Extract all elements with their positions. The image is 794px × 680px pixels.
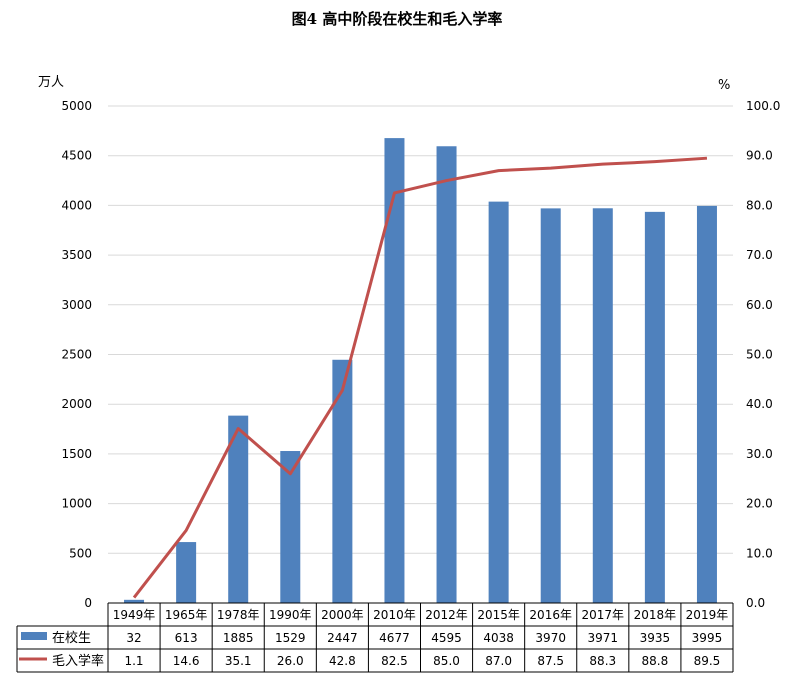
line-value-label: 87.5 [537,654,564,668]
x-tick-label: 1949年 [113,608,156,622]
y2-tick-label: 80.0 [746,198,773,212]
line-value-label: 26.0 [277,654,304,668]
x-tick-label: 2000年 [321,608,364,622]
x-tick-label: 1965年 [165,608,208,622]
bar [436,146,457,603]
bar-value-label: 3970 [535,631,566,645]
y-tick-label: 2500 [61,348,92,362]
x-tick-label: 1990年 [269,608,312,622]
bar-value-label: 613 [175,631,198,645]
x-tick-label: 2019年 [686,608,729,622]
line-value-label: 35.1 [225,654,252,668]
y-tick-label: 3500 [61,248,92,262]
legend-label-bar: 在校生 [52,630,91,646]
x-tick-label: 1978年 [217,608,260,622]
chart-title: 图4 高中阶段在校生和毛入学率 [291,10,503,28]
bar-value-label: 4677 [379,631,410,645]
y2-tick-label: 100.0 [746,99,780,113]
y-tick-label: 500 [69,546,92,560]
bar-value-label: 3995 [692,631,723,645]
bar [280,451,301,603]
line-value-label: 88.3 [589,654,616,668]
bar-value-label: 2447 [327,631,358,645]
line-value-label: 14.6 [173,654,200,668]
bar-value-label: 1885 [223,631,254,645]
y-axis-label: 万人 [38,75,64,90]
bar [488,201,509,603]
bar [644,211,665,603]
x-tick-label: 2018年 [634,608,677,622]
y-tick-label: 0 [84,596,92,610]
bar [540,208,561,603]
bar [124,599,145,603]
y2-tick-label: 70.0 [746,248,773,262]
x-tick-label: 2015年 [477,608,520,622]
y-tick-label: 3000 [61,298,92,312]
bar-value-label: 3935 [640,631,671,645]
x-tick-label: 2016年 [529,608,572,622]
y2-tick-label: 50.0 [746,348,773,362]
y2-tick-label: 40.0 [746,397,773,411]
y2-tick-label: 0.0 [746,596,765,610]
bar [332,359,353,603]
y-tick-label: 1500 [61,447,92,461]
bar-value-label: 32 [126,631,141,645]
line-value-label: 85.0 [433,654,460,668]
bar-value-label: 4595 [431,631,462,645]
y2-tick-label: 30.0 [746,447,773,461]
y-tick-label: 4500 [61,149,92,163]
y-tick-label: 5000 [61,99,92,113]
line-value-label: 87.0 [485,654,512,668]
line-value-label: 82.5 [381,654,408,668]
line-value-label: 1.1 [124,654,143,668]
legend-label-line: 毛入学率 [52,653,104,669]
y2-tick-label: 60.0 [746,298,773,312]
bar-value-label: 4038 [483,631,514,645]
bar [228,415,249,603]
bar-value-label: 1529 [275,631,306,645]
y2-tick-label: 20.0 [746,497,773,511]
line-value-label: 89.5 [694,654,721,668]
y2-tick-label: 10.0 [746,546,773,560]
x-tick-label: 2010年 [373,608,416,622]
x-tick-label: 2017年 [582,608,625,622]
legend-key-bar [21,632,47,640]
bar [384,138,405,603]
line-value-label: 42.8 [329,654,356,668]
bar-value-label: 3971 [588,631,619,645]
y2-tick-label: 90.0 [746,149,773,163]
series-line [132,156,708,599]
bar [592,208,613,603]
y-tick-label: 1000 [61,497,92,511]
y2-axis-label: % [718,78,730,93]
bar [176,542,197,603]
x-tick-label: 2012年 [425,608,468,622]
bar [696,205,717,603]
y-tick-label: 2000 [61,397,92,411]
y-tick-label: 4000 [61,198,92,212]
line-value-label: 88.8 [642,654,669,668]
